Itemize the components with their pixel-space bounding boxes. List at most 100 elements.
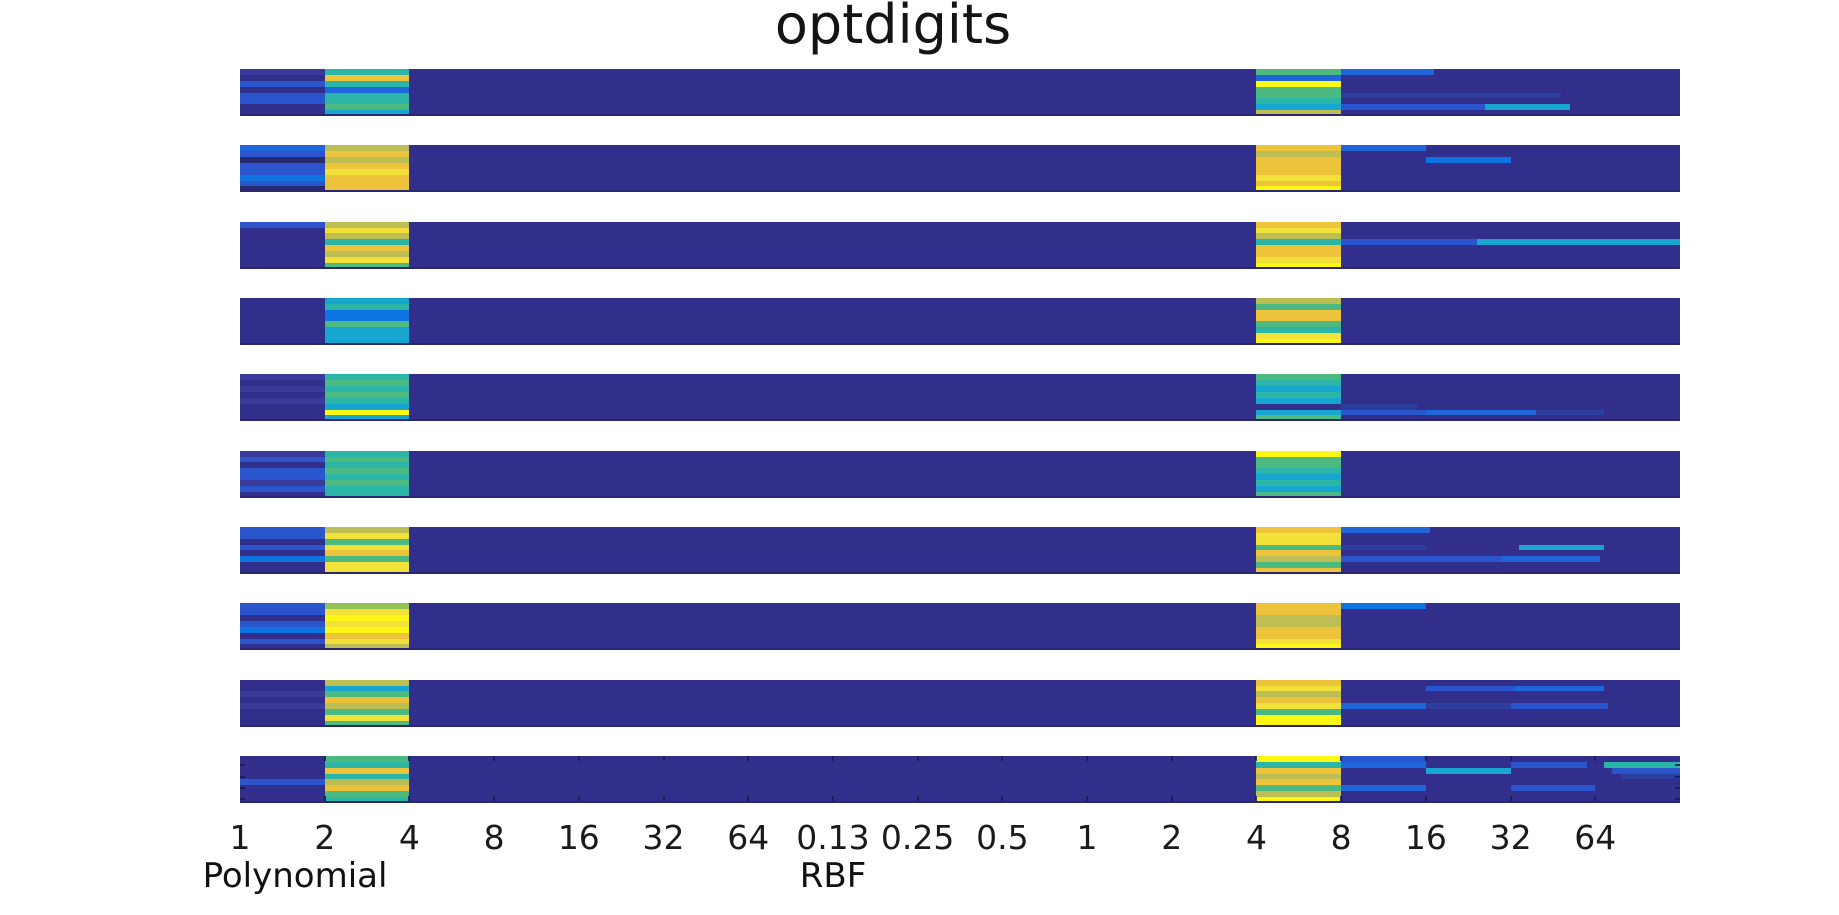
heatmap-cell [324,785,410,792]
heatmap-cell [324,603,410,610]
heatmap-strip [240,526,1680,574]
heatmap-cell [324,550,410,557]
heatmap-cell [324,321,410,328]
heatmap-cell [1256,415,1342,420]
heatmap-cell [1256,714,1342,721]
y-axis-tick-mark [1675,786,1680,789]
x-tick-label: 4 [398,818,420,857]
heatmap-strip [240,603,1680,651]
heatmap-cell [324,186,410,191]
heatmap-cell [324,92,410,99]
x-axis-tick-mark [662,755,665,761]
heatmap-cell [324,221,410,228]
heatmap-cell [1502,556,1600,563]
x-tick-label: 8 [483,818,505,857]
heatmap-cell [1256,157,1342,163]
heatmap-cell [240,221,325,228]
heatmap-strip [240,374,1680,422]
x-tick-label: 16 [1404,818,1447,857]
heatmap-cell [324,80,410,87]
heatmap-cell [324,485,410,492]
heatmap-cell [1256,297,1342,304]
heatmap-cell [1425,767,1511,774]
x-tick-label: 64 [727,818,770,857]
heatmap-cell [1256,251,1342,257]
heatmap-cell [324,538,410,545]
heatmap-cell [324,456,410,463]
x-tick-label: 8 [1330,818,1352,857]
x-axis-tick-mark [1001,755,1004,761]
x-axis-tick-mark [577,755,580,761]
heatmap-cell [1256,151,1342,158]
heatmap-strip [240,755,1680,803]
heatmap-cell [1256,720,1342,725]
heatmap-cell [240,397,325,404]
heatmap-cell [240,145,325,152]
x-axis-tick-mark [1255,755,1258,761]
heatmap-cell [240,603,325,610]
heatmap-strip [240,69,1680,116]
heatmap-cell [1256,309,1342,316]
heatmap-cell [1256,703,1342,709]
heatmap-cell [1256,186,1342,191]
heatmap-cell [1256,110,1342,114]
heatmap-cell [1256,462,1342,469]
heatmap-cell [1256,374,1342,381]
heatmap-cell [1341,104,1486,111]
heatmap-cell [1519,544,1604,551]
x-axis-tick-mark [1086,795,1089,801]
heatmap-cell [1341,785,1426,792]
heatmap-cell [324,397,410,404]
heatmap-strip [240,145,1680,193]
heatmap-cell [324,391,410,398]
heatmap-cell [324,339,410,343]
heatmap-cell [324,168,410,175]
y-axis-tick-mark [1675,764,1680,767]
heatmap-cell [324,74,410,81]
heatmap-cell [324,309,410,316]
x-tick-label: 16 [557,818,600,857]
heatmap-cell [324,98,410,105]
heatmap-cell [1256,180,1342,187]
heatmap-cell [1256,709,1342,715]
heatmap-cell [1256,468,1342,475]
x-axis-tick-mark [577,795,580,801]
heatmap-cell [1341,544,1426,551]
heatmap-cell [240,532,325,539]
x-axis-tick-mark [323,755,326,761]
heatmap-cell [324,615,410,621]
heatmap-cell [1256,791,1342,798]
heatmap-cell [1256,755,1342,762]
x-axis-tick-mark [1086,755,1089,761]
heatmap-cell [1256,168,1342,175]
heatmap-cell [324,755,410,762]
heatmap-cell [324,262,410,267]
heatmap-cell [324,256,410,263]
heatmap-cell [1256,550,1342,557]
x-tick-label: 32 [1489,818,1532,857]
x-tick-label: 0.5 [976,818,1029,857]
heatmap-cell [324,333,410,340]
heatmap-cell [1256,697,1342,704]
x-tick-label: 1 [229,818,251,857]
x-tick-label: 4 [1245,818,1267,857]
heatmap-cell [1256,620,1342,627]
heatmap-cell [1256,162,1342,169]
heatmap-cell [324,773,410,780]
x-tick-label: 0.25 [880,818,955,857]
heatmap-cell [1256,632,1342,639]
heatmap-cell [1256,86,1342,93]
x-axis-tick-mark [408,795,411,801]
heatmap-cell [1256,679,1342,686]
heatmap-cell [324,239,410,246]
x-tick-label: 0.13 [796,818,870,857]
heatmap-cell [1485,104,1570,111]
heatmap-cell [1256,321,1342,328]
x-axis-label-polynomial: Polynomial [202,856,388,896]
heatmap-cell [240,386,325,392]
heatmap-cell [1256,691,1342,698]
heatmap-cell [324,544,410,551]
heatmap-cell [240,691,325,698]
heatmap-cell [240,157,325,163]
heatmap-cell [324,761,410,768]
